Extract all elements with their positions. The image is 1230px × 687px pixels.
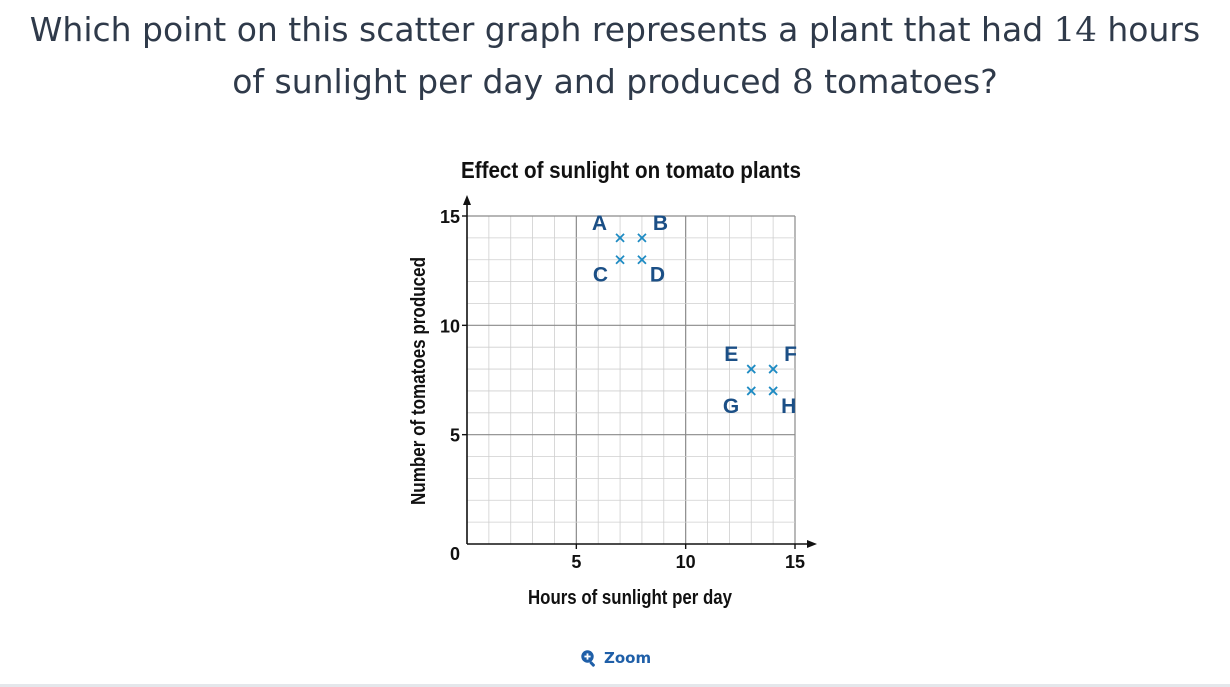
point-label: C: [593, 264, 608, 287]
x-tick-label: 5: [571, 552, 581, 572]
x-tick-label: 15: [785, 552, 805, 572]
point-marker: [637, 255, 647, 265]
question-number-tomatoes: 8: [791, 62, 814, 102]
data-point-c: C: [593, 255, 625, 287]
data-point-h: H: [768, 386, 796, 418]
point-label: H: [781, 395, 796, 418]
question-line-2: of sunlight per day and produced 8 tomat…: [0, 56, 1230, 108]
y-axis-arrow: [463, 195, 471, 205]
zoom-button[interactable]: Zoom: [580, 646, 651, 670]
data-point-g: G: [723, 386, 756, 418]
question-part-3: of sunlight per day and produced: [232, 62, 792, 101]
chart-title: Effect of sunlight on tomato plants: [461, 157, 801, 183]
question-part-2: hours: [1096, 10, 1201, 49]
question-part-1: Which point on this scatter graph repres…: [29, 10, 1054, 49]
data-point-a: A: [592, 212, 625, 243]
x-tick-label: 10: [676, 552, 696, 572]
chart-points: A B C D E F G H: [592, 212, 797, 418]
point-marker: [768, 364, 778, 374]
y-axis-label: Number of tomatoes produced: [408, 257, 430, 505]
point-label: D: [650, 264, 665, 287]
x-axis-label: Hours of sunlight per day: [528, 587, 733, 609]
chart-ticks: 5 10 15 5 10 15 0: [440, 207, 805, 572]
question-line-1: Which point on this scatter graph repres…: [0, 4, 1230, 56]
y-tick-label: 10: [440, 316, 460, 336]
data-point-b: B: [637, 212, 668, 243]
point-marker: [768, 386, 778, 396]
x-axis-arrow: [807, 540, 817, 548]
chart-axes: [463, 195, 817, 548]
point-label: F: [784, 343, 797, 366]
y-tick-label: 5: [450, 426, 460, 446]
point-marker: [637, 233, 647, 243]
point-label: G: [723, 395, 739, 418]
question-number-hours: 14: [1053, 10, 1097, 50]
point-marker: [615, 255, 625, 265]
zoom-label: Zoom: [604, 649, 652, 667]
data-point-f: F: [768, 343, 797, 374]
point-marker: [746, 364, 756, 374]
data-point-e: E: [724, 343, 756, 374]
question-text: Which point on this scatter graph repres…: [0, 4, 1230, 108]
zoom-in-icon: [581, 650, 595, 667]
chart-grid: [467, 215, 796, 544]
question-part-4: tomatoes?: [813, 62, 998, 101]
point-label: A: [592, 212, 607, 235]
divider: [0, 684, 1230, 687]
point-label: E: [724, 343, 738, 366]
point-label: B: [653, 212, 668, 235]
data-point-d: D: [637, 255, 665, 287]
point-marker: [615, 233, 625, 243]
point-marker: [746, 386, 756, 396]
y-tick-label: 15: [440, 207, 460, 227]
origin-label: 0: [450, 544, 460, 564]
